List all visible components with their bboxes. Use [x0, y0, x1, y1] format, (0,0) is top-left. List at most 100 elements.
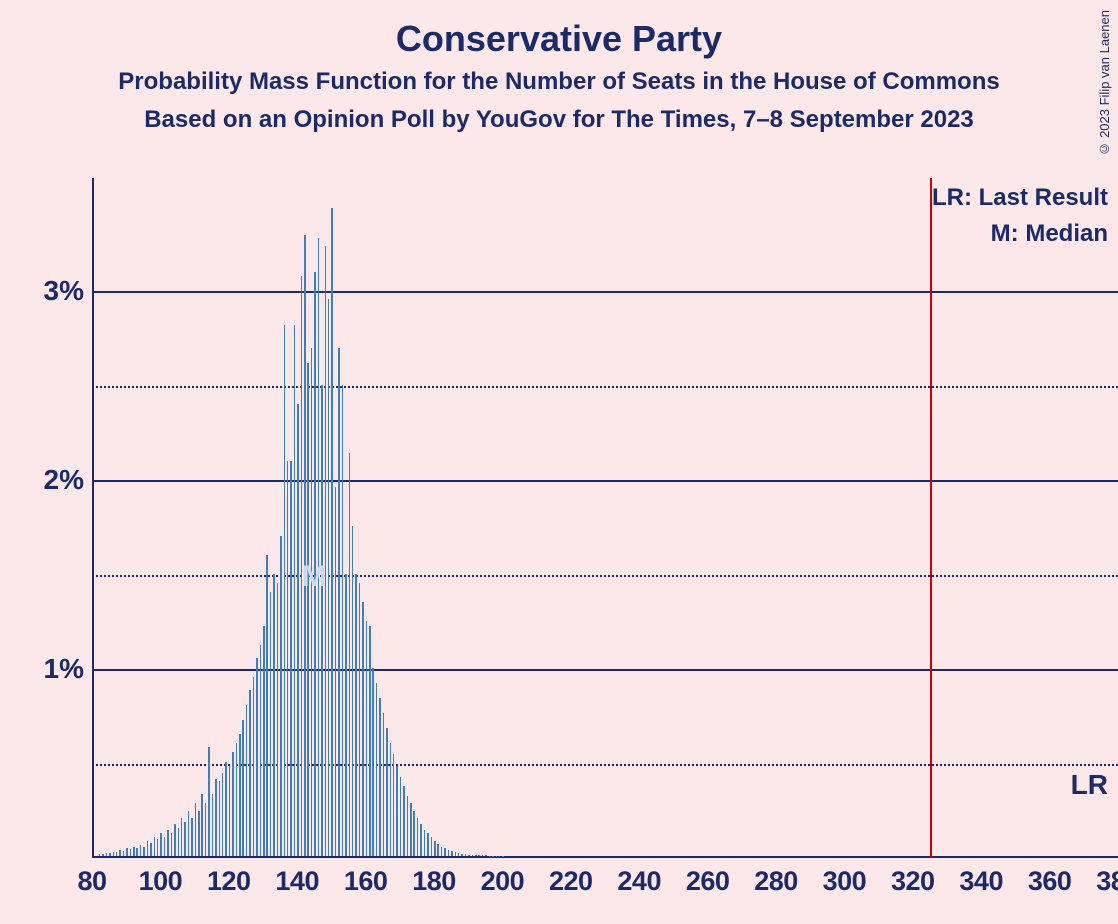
pmf-bar: [154, 837, 156, 856]
gridline-minor: [92, 386, 1118, 388]
pmf-bar: [178, 828, 180, 856]
chart-container: © 2023 Filip van Laenen Conservative Par…: [0, 0, 1118, 924]
pmf-bar: [236, 743, 238, 856]
pmf-bar: [136, 848, 138, 856]
pmf-bar: [318, 238, 320, 856]
pmf-bar: [256, 658, 258, 856]
pmf-bar: [284, 325, 286, 856]
pmf-bar: [413, 811, 415, 856]
x-axis-label: 360: [1028, 866, 1072, 897]
pmf-bar: [99, 854, 101, 856]
pmf-bar: [119, 850, 121, 856]
pmf-bar: [458, 853, 460, 856]
pmf-bar: [437, 844, 439, 856]
pmf-bar: [191, 818, 193, 856]
pmf-bar: [307, 363, 309, 856]
pmf-bar: [386, 728, 388, 856]
y-axis: [92, 178, 94, 858]
pmf-bar: [232, 752, 234, 856]
pmf-bar: [424, 830, 426, 856]
x-axis-label: 80: [77, 866, 106, 897]
x-axis-label: 220: [549, 866, 593, 897]
x-axis-label: 260: [686, 866, 730, 897]
pmf-bar: [478, 855, 480, 856]
y-axis-label: 1%: [44, 653, 84, 685]
legend-lr: LR: Last Result: [932, 184, 1108, 212]
pmf-bar: [465, 854, 467, 856]
pmf-bar: [222, 773, 224, 856]
pmf-bar: [167, 830, 169, 856]
x-axis-label: 200: [481, 866, 525, 897]
pmf-bar: [461, 854, 463, 856]
pmf-bar: [205, 803, 207, 856]
pmf-bar: [431, 837, 433, 856]
x-axis-label: 320: [891, 866, 935, 897]
pmf-bar: [366, 621, 368, 856]
pmf-bar: [349, 453, 351, 856]
pmf-bar: [489, 856, 491, 857]
pmf-bar: [246, 705, 248, 856]
pmf-bar: [164, 837, 166, 856]
pmf-bar: [427, 833, 429, 856]
pmf-bar: [468, 855, 470, 857]
pmf-bar: [338, 348, 340, 857]
pmf-bar: [499, 856, 501, 857]
pmf-bar: [150, 843, 152, 856]
pmf-bar: [372, 668, 374, 856]
pmf-bar: [229, 766, 231, 856]
pmf-bar: [225, 762, 227, 856]
x-axis-label: 140: [275, 866, 319, 897]
pmf-bar: [331, 208, 333, 856]
pmf-bar: [400, 777, 402, 856]
pmf-bar: [239, 734, 241, 856]
pmf-bar: [444, 848, 446, 856]
pmf-bar: [290, 461, 292, 857]
pmf-bar: [304, 235, 306, 857]
pmf-bar: [485, 855, 487, 856]
y-axis-label: 2%: [44, 464, 84, 496]
pmf-bar: [287, 461, 289, 857]
x-axis-label: 240: [617, 866, 661, 897]
pmf-bar: [496, 856, 498, 857]
pmf-bar: [212, 794, 214, 856]
pmf-bar: [342, 385, 344, 856]
pmf-bar: [260, 645, 262, 856]
chart-subtitle-2: Based on an Opinion Poll by YouGov for T…: [0, 106, 1118, 134]
pmf-bar: [335, 487, 337, 856]
pmf-bar: [249, 690, 251, 856]
pmf-bar: [455, 852, 457, 856]
gridline-minor: [92, 575, 1118, 577]
x-axis-label: 180: [412, 866, 456, 897]
pmf-bar: [417, 818, 419, 856]
pmf-bar: [219, 781, 221, 856]
pmf-bar: [195, 803, 197, 856]
pmf-bar: [242, 720, 244, 856]
pmf-bar: [383, 713, 385, 856]
pmf-bar: [321, 385, 323, 856]
pmf-bar: [472, 855, 474, 856]
pmf-bar: [396, 766, 398, 856]
median-label: M: [302, 560, 327, 594]
gridline-major: [92, 480, 1118, 482]
pmf-bar: [403, 786, 405, 856]
pmf-bar: [379, 698, 381, 856]
pmf-bar: [160, 833, 162, 856]
pmf-bar: [157, 839, 159, 856]
pmf-bar: [393, 754, 395, 856]
x-axis-label: 300: [823, 866, 867, 897]
pmf-bar: [280, 536, 282, 856]
pmf-bar: [325, 246, 327, 856]
pmf-bar: [369, 626, 371, 856]
pmf-bar: [311, 348, 313, 857]
pmf-bar: [492, 856, 494, 857]
pmf-bar: [143, 847, 145, 856]
pmf-bar: [475, 855, 477, 856]
pmf-bar: [352, 526, 354, 856]
x-axis: [92, 856, 1118, 858]
pmf-bar: [174, 824, 176, 856]
pmf-bar: [116, 852, 118, 856]
pmf-bar: [215, 779, 217, 856]
pmf-bar: [273, 574, 275, 857]
pmf-bar: [448, 850, 450, 856]
x-axis-label: 160: [344, 866, 388, 897]
